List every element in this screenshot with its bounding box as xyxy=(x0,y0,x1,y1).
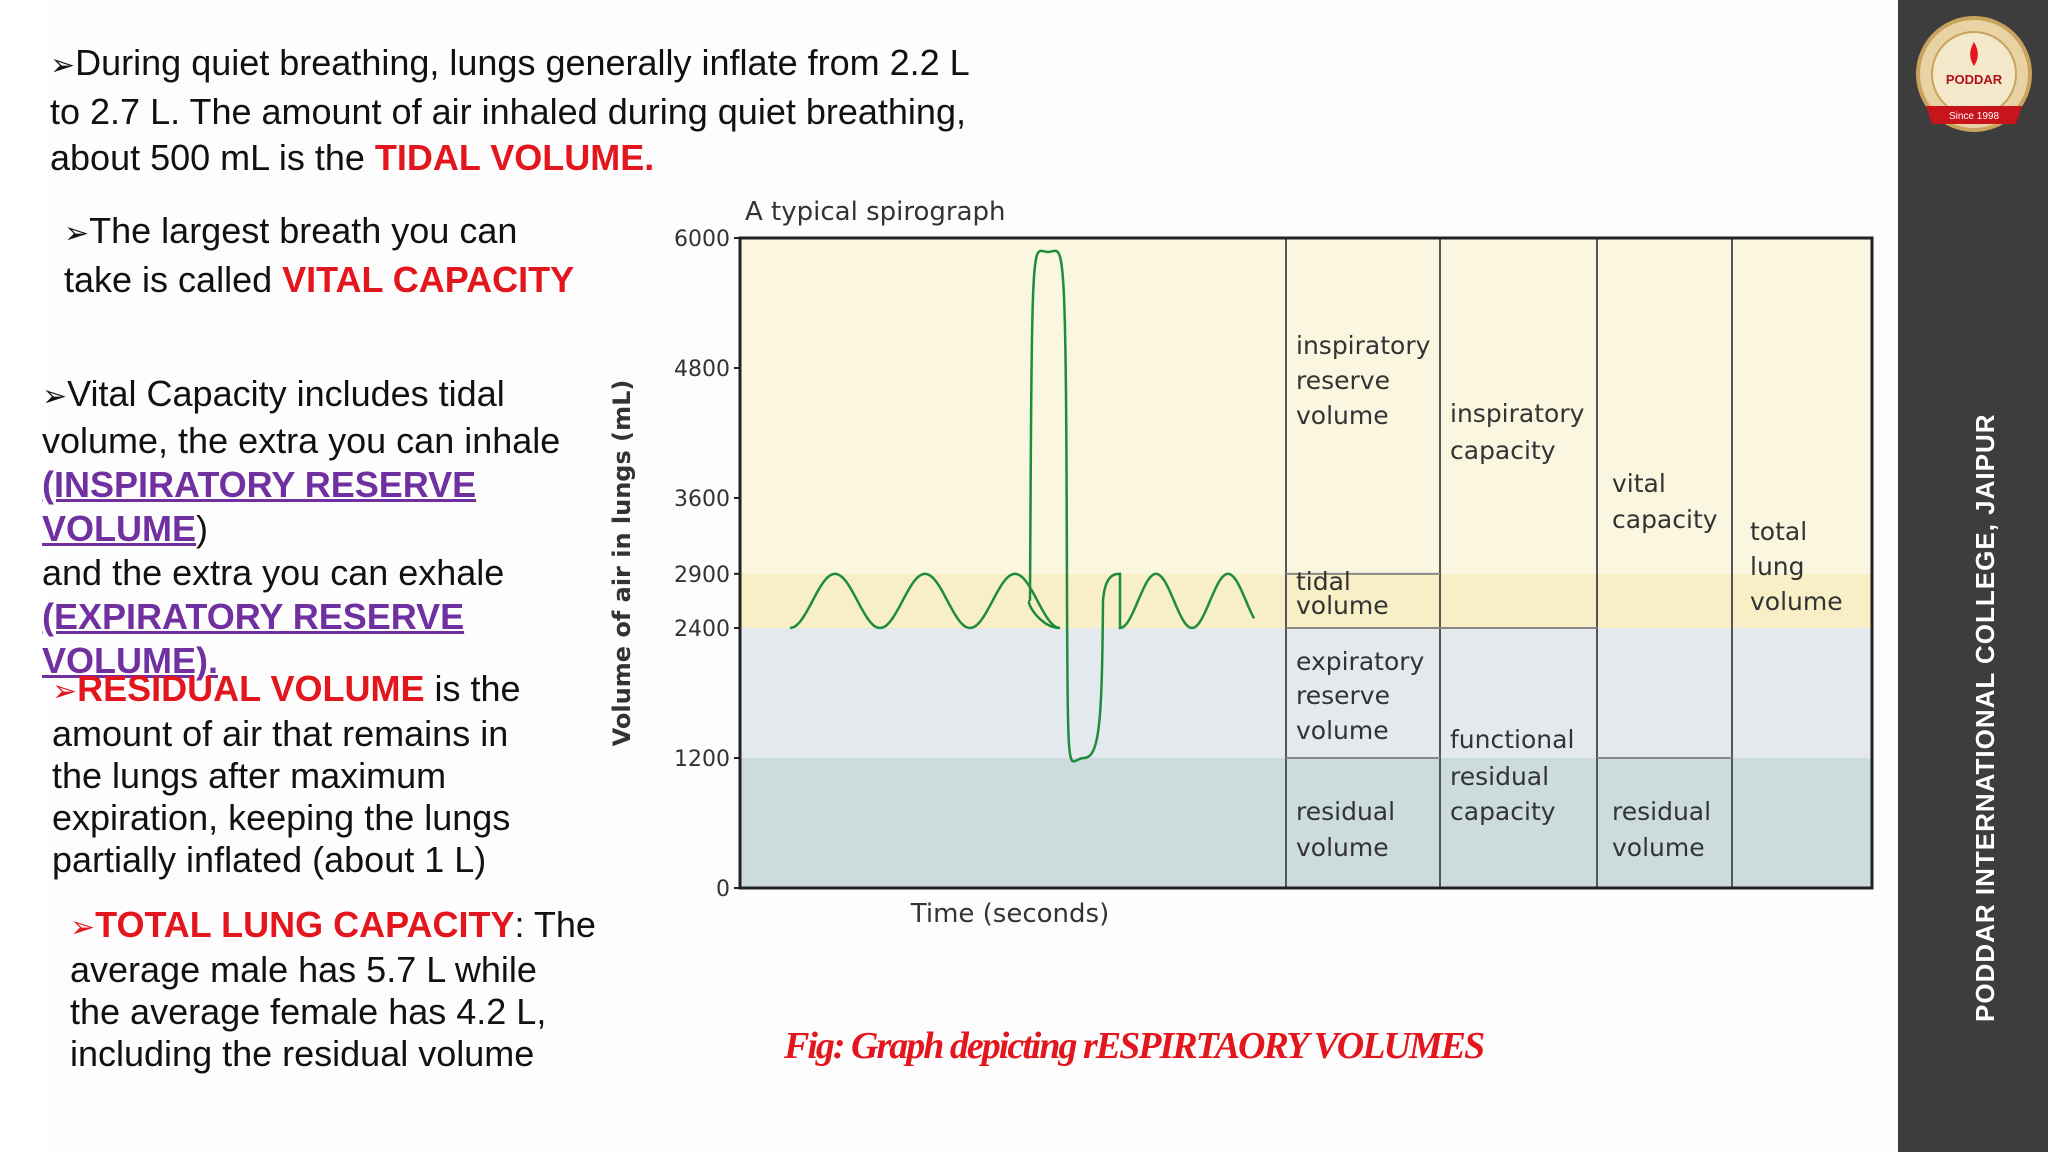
rv-label-2: volume xyxy=(1296,833,1389,862)
y-tick-label: 6000 xyxy=(674,227,730,252)
sidebar xyxy=(1898,0,2048,1152)
expiratory-reserve-volume-link[interactable]: (EXPIRATORY RESERVE VOLUME). xyxy=(42,596,465,681)
figure-caption: Fig: Graph depicting rESPIRTAORY VOLUMES xyxy=(784,1025,1485,1067)
total-lung-capacity-paragraph: ➢TOTAL LUNG CAPACITY: The average male h… xyxy=(70,904,596,1074)
logo-since-text: Since 1998 xyxy=(1949,111,1999,122)
irv-label-2: reserve xyxy=(1296,366,1390,395)
y-tick-label: 4800 xyxy=(674,357,730,382)
vc-label-2: capacity xyxy=(1612,505,1718,534)
rv-band xyxy=(740,758,1872,888)
tidal-volume-paragraph: ➢During quiet breathing, lungs generally… xyxy=(50,42,970,178)
y-tick-label: 0 xyxy=(716,877,730,902)
logo-text: PODDAR xyxy=(1946,72,2003,87)
y-axis-ticks: 6000 4800 3600 2900 2400 1200 0 xyxy=(674,227,740,902)
residual-volume-highlight: RESIDUAL VOLUME xyxy=(77,668,425,709)
erv-band xyxy=(740,628,1872,758)
spirograph-figure: A typical spirograph 6000 4800 3600 2900 240… xyxy=(608,197,1874,929)
vital-capacity-highlight: VITAL CAPACITY xyxy=(282,259,575,300)
tidal-label-1: tidal xyxy=(1296,567,1351,596)
tlc-label-1: total xyxy=(1750,517,1807,546)
plot-frame xyxy=(738,236,1874,890)
tidal-band xyxy=(740,573,1872,628)
irv-label-3: volume xyxy=(1296,401,1389,430)
residual-volume-paragraph: ➢RESIDUAL VOLUME is the amount of air th… xyxy=(52,668,521,880)
y-axis-label: Volume of air in lungs (mL) xyxy=(608,380,636,747)
breathing-trace xyxy=(789,249,1256,763)
level-dividers xyxy=(1286,572,1732,759)
inspiratory-reserve-volume-link[interactable]: (INSPIRATORY RESERVE VOLUME xyxy=(42,464,477,549)
irv-label-1: inspiratory xyxy=(1296,331,1431,360)
vc-label-1: vital xyxy=(1612,469,1666,498)
college-logo-icon: PODDAR Since 1998 xyxy=(1916,16,2032,132)
irv-band xyxy=(740,238,1872,574)
figure-title: A typical spirograph xyxy=(745,197,1005,227)
erv-label-2: reserve xyxy=(1296,681,1390,710)
ic-label-1: inspiratory xyxy=(1450,399,1585,428)
tlc-label-2: lung xyxy=(1750,552,1805,581)
rv2-label-2: volume xyxy=(1612,833,1705,862)
rv-label-1: residual xyxy=(1296,797,1395,826)
vital-capacity-paragraph: ➢The largest breath you can take is call… xyxy=(64,210,575,300)
y-tick-label: 2900 xyxy=(674,563,730,588)
bullet-arrow-icon: ➢ xyxy=(42,379,68,414)
college-name-vertical: PODDAR INTERNATIONAL COLLEGE, JAIPUR xyxy=(1970,413,2000,1022)
bullet-arrow-icon: ➢ xyxy=(70,910,96,945)
bullet-arrow-icon: ➢ xyxy=(52,674,78,709)
frc-label-2: residual xyxy=(1450,762,1549,791)
column-dividers xyxy=(1285,238,1733,888)
tidal-label-2: volume xyxy=(1296,591,1389,620)
y-tick-label: 2400 xyxy=(674,617,730,642)
bullet-arrow-icon: ➢ xyxy=(50,48,76,83)
frc-label-3: capacity xyxy=(1450,797,1556,826)
rv2-label-1: residual xyxy=(1612,797,1711,826)
total-lung-capacity-highlight: TOTAL LUNG CAPACITY xyxy=(95,904,515,945)
tlc-label-3: volume xyxy=(1750,587,1843,616)
y-tick-label: 3600 xyxy=(674,487,730,512)
ic-label-2: capacity xyxy=(1450,436,1556,465)
tidal-volume-highlight: TIDAL VOLUME. xyxy=(374,137,655,178)
y-tick-label: 1200 xyxy=(674,747,730,772)
erv-label-3: volume xyxy=(1296,716,1389,745)
x-axis-label: Time (seconds) xyxy=(910,899,1109,929)
erv-label-1: expiratory xyxy=(1296,647,1425,676)
frc-label-1: functional xyxy=(1450,725,1574,754)
vital-capacity-definition-paragraph: ➢Vital Capacity includes tidal volume, t… xyxy=(42,373,561,681)
bullet-arrow-icon: ➢ xyxy=(64,216,90,251)
